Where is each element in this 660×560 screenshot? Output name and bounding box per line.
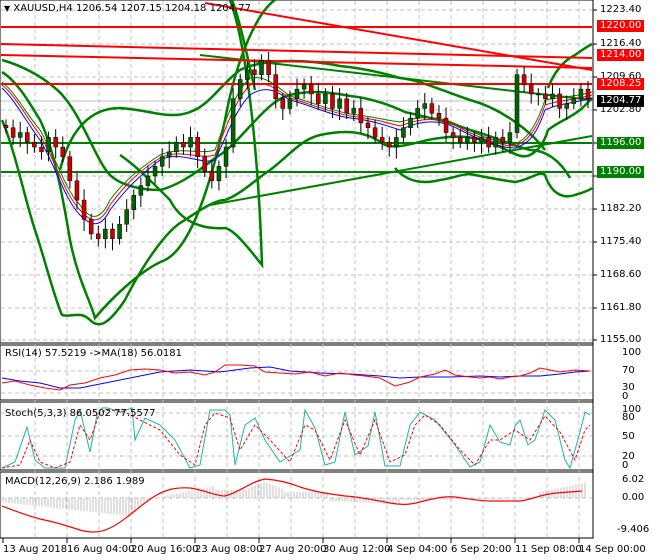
price-tick: 1175.40: [600, 236, 642, 247]
rsi-label: RSI(14) 57.5219 ->MA(18) 56.0181: [5, 348, 182, 359]
time-label: 14 Sep 00:00: [579, 544, 646, 555]
time-label: 20 Aug 16:00: [131, 544, 199, 555]
price-tick: 1161.80: [600, 302, 642, 313]
resistance-sloped-3: [0, 54, 593, 69]
symbol-label: XAUUSD,H4: [13, 3, 73, 14]
time-axis-ticks: [2, 538, 580, 543]
current-price-tag: 1204.77: [597, 95, 645, 107]
price-axis-ticks: [593, 9, 597, 341]
time-label: 4 Sep 04:00: [387, 544, 448, 555]
price-tick: 1216.40: [600, 38, 642, 49]
trendlines: [199, 54, 593, 206]
price-tag-1208: 1208.25: [597, 78, 645, 90]
price-tick: 1155.00: [600, 334, 642, 345]
macd-tick: -9.406: [617, 524, 650, 535]
time-label: 27 Aug 20:00: [259, 544, 327, 555]
stoch-tick: 50: [622, 431, 635, 442]
time-label: 13 Aug 2018: [3, 544, 68, 555]
stoch-tick: 0: [622, 460, 629, 471]
price-tag-1214: 1214.00: [597, 49, 645, 61]
time-label: 23 Aug 08:00: [195, 544, 263, 555]
time-label: 30 Aug 12:00: [323, 544, 391, 555]
macd-tick: 0.00: [622, 492, 645, 503]
ohlc-values: 1206.54 1207.15 1204.18 1204.77: [75, 3, 251, 14]
collapse-arrow-icon[interactable]: ▼: [4, 4, 11, 13]
stoch-tick: 80: [622, 412, 635, 423]
resistance-sloped-2: [204, 2, 593, 71]
stoch-tick: 100: [622, 404, 642, 415]
rsi-tick: 70: [622, 365, 635, 376]
price-tag-1190: 1190.00: [597, 166, 645, 178]
time-label: 6 Sep 20:00: [451, 544, 512, 555]
time-label: 11 Sep 08:00: [515, 544, 582, 555]
macd-label: MACD(12,26,9) 2.186 1.989: [5, 476, 145, 487]
resistance-sloped-1: [0, 43, 593, 59]
price-tick: 1202.80: [600, 104, 642, 115]
price-tick: 1209.60: [600, 71, 642, 82]
macd-tick: 6.02: [622, 474, 645, 485]
price-tick: 1168.60: [600, 269, 642, 280]
candlesticks: [3, 51, 591, 251]
stoch-label: Stoch(5,3,3) 86.0502 77.5577: [5, 408, 156, 419]
rsi-tick: 0: [622, 391, 629, 402]
grid-vertical: [34, 1, 580, 538]
ascending-trendline: [209, 135, 593, 206]
stoch-lines: [1, 407, 591, 470]
rsi-tick: 100: [622, 347, 642, 358]
price-tick: 1182.20: [600, 203, 642, 214]
time-label: 16 Aug 04:00: [67, 544, 135, 555]
descending-trendline-green: [199, 54, 593, 101]
price-tag-1220: 1220.00: [597, 20, 645, 32]
chart-header: ▼ XAUUSD,H4 1206.54 1207.15 1204.18 1204…: [4, 3, 251, 15]
rsi-tick: 30: [622, 382, 635, 393]
price-tag-1196: 1196.00: [597, 137, 645, 149]
stoch-tick: 20: [622, 451, 635, 462]
rsi-lines: [1, 364, 591, 391]
price-tick: 1223.40: [600, 4, 642, 15]
macd-signal-line: [1, 478, 583, 533]
moving-averages: [1, 76, 593, 225]
